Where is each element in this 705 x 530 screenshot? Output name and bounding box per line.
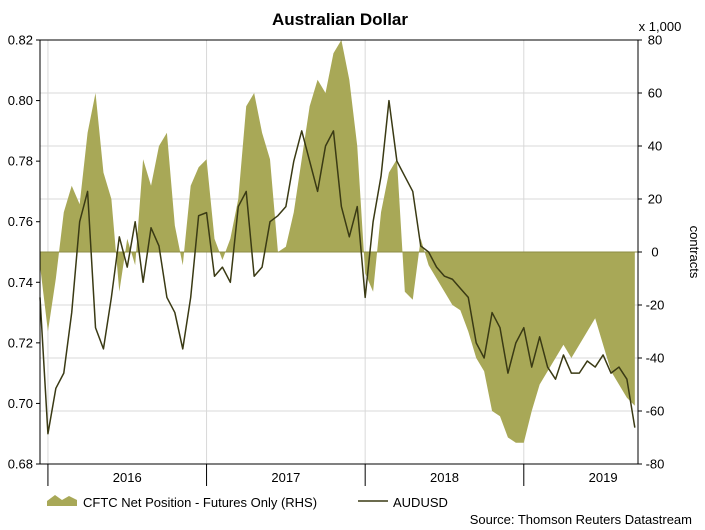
audusd-line-layer <box>39 99 636 435</box>
chart-title: Australian Dollar <box>272 10 408 29</box>
left-tick-label-1: 0.70 <box>8 396 33 411</box>
right-tick-label-5: 20 <box>648 192 662 207</box>
right-tick-label-0: -80 <box>646 457 665 472</box>
x-axis: 2016 2017 2018 2019 <box>47 464 618 486</box>
left-axis: 0.68 0.70 0.72 0.74 0.76 0.78 0.80 0.82 <box>8 33 40 472</box>
right-tick-label-1: -60 <box>646 404 665 419</box>
left-tick-label-3: 0.74 <box>8 275 33 290</box>
legend-area-label: CFTC Net Position - Futures Only (RHS) <box>83 495 317 510</box>
x-year-label-3: 2019 <box>589 470 618 485</box>
right-tick-label-4: 0 <box>651 245 658 260</box>
source-note: Source: Thomson Reuters Datastream <box>470 512 692 527</box>
left-tick-label-2: 0.72 <box>8 335 33 350</box>
legend-area-swatch <box>47 495 77 506</box>
left-tick-label-4: 0.76 <box>8 214 33 229</box>
x-year-label-2: 2018 <box>430 470 459 485</box>
right-axis-label: contracts <box>687 226 702 279</box>
legend-line-label: AUDUSD <box>393 495 448 510</box>
legend: CFTC Net Position - Futures Only (RHS) A… <box>47 495 448 510</box>
right-tick-label-3: -20 <box>646 298 665 313</box>
cftc-area <box>40 40 635 443</box>
left-tick-label-7: 0.82 <box>8 33 33 48</box>
left-tick-label-5: 0.78 <box>8 154 33 169</box>
left-tick-label-0: 0.68 <box>8 457 33 472</box>
audusd-line <box>39 99 636 435</box>
cftc-area-layer <box>40 40 635 443</box>
right-tick-label-8: 80 <box>648 33 662 48</box>
right-tick-label-2: -40 <box>646 351 665 366</box>
left-tick-label-6: 0.80 <box>8 93 33 108</box>
x-year-label-1: 2017 <box>271 470 300 485</box>
right-tick-label-6: 40 <box>648 139 662 154</box>
right-axis: -80 -60 -40 -20 0 20 40 60 80 <box>638 33 664 472</box>
right-tick-label-7: 60 <box>648 86 662 101</box>
right-axis-unit-note: x 1,000 <box>639 19 682 34</box>
x-year-label-0: 2016 <box>113 470 142 485</box>
